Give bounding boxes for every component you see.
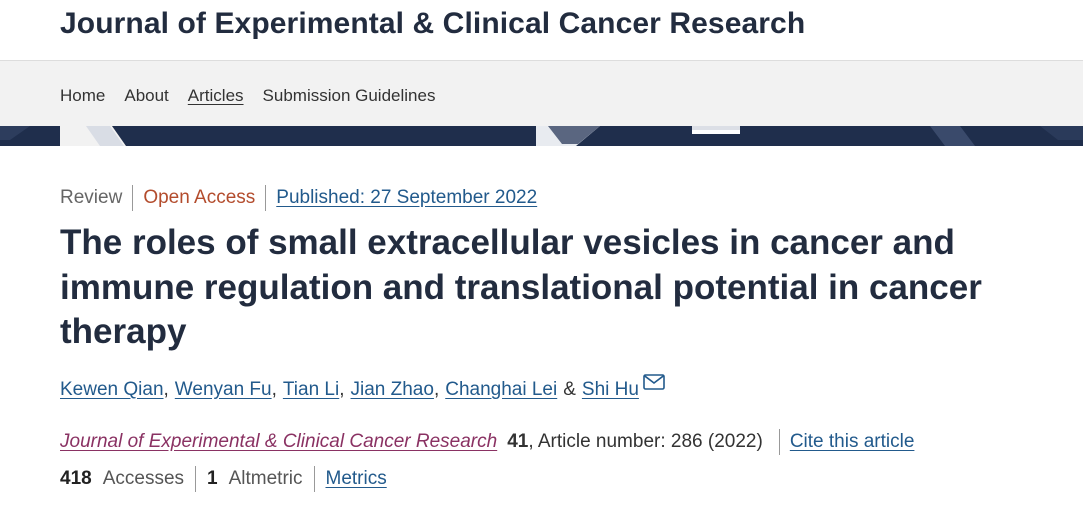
nav-item-articles: Articles xyxy=(188,86,263,106)
decorative-banner xyxy=(0,126,1083,146)
cite-this-article-link[interactable]: Cite this article xyxy=(789,431,915,452)
divider xyxy=(778,429,780,455)
nav-list: Home About Articles Submission Guideline… xyxy=(60,86,454,106)
nav-item-submission-guidelines: Submission Guidelines xyxy=(263,86,455,106)
nav-item-home: Home xyxy=(60,86,124,106)
author-separator: , xyxy=(339,379,345,400)
author-link[interactable]: Jian Zhao xyxy=(350,379,434,400)
citation-details: , Article number: 286 (2022) xyxy=(528,431,763,452)
article-type: Review xyxy=(60,187,123,208)
journal-title-link[interactable]: Journal of Experimental & Clinical Cance… xyxy=(60,7,806,40)
author-link[interactable]: Changhai Lei xyxy=(445,379,558,400)
author-link-corresponding[interactable]: Shi Hu xyxy=(581,379,639,400)
nav-link-articles[interactable]: Articles xyxy=(187,86,244,105)
citation-volume: 41 xyxy=(507,431,529,452)
article-title: The roles of small extracellular vesicle… xyxy=(60,223,982,351)
nav-link-submission-guidelines[interactable]: Submission Guidelines xyxy=(262,86,436,105)
published-date-link[interactable]: Published: 27 September 2022 xyxy=(276,187,538,208)
accesses-label: Accesses xyxy=(102,468,185,489)
accesses-count: 418 xyxy=(60,468,92,489)
author-link[interactable]: Tian Li xyxy=(282,379,340,400)
author-link[interactable]: Wenyan Fu xyxy=(174,379,272,400)
author-list: Kewen Qian, Wenyan Fu, Tian Li, Jian Zha… xyxy=(60,374,665,401)
citation-journal-link[interactable]: Journal of Experimental & Clinical Cance… xyxy=(60,431,498,452)
divider xyxy=(313,466,315,492)
nav-link-home[interactable]: Home xyxy=(60,86,106,105)
altmetric-count: 1 xyxy=(207,468,218,489)
metrics-row: 418 Accesses 1 Altmetric Metrics xyxy=(60,466,387,492)
nav-link-about[interactable]: About xyxy=(124,86,169,105)
nav-item-about: About xyxy=(124,86,187,106)
author-conjunction: & xyxy=(563,379,576,400)
mail-icon[interactable] xyxy=(643,374,665,396)
altmetric-label: Altmetric xyxy=(228,468,303,489)
divider xyxy=(195,466,197,492)
author-separator: , xyxy=(433,379,440,400)
author-separator: , xyxy=(271,379,277,400)
author-separator: , xyxy=(163,379,169,400)
metrics-link[interactable]: Metrics xyxy=(325,468,387,489)
author-link[interactable]: Kewen Qian xyxy=(60,379,164,400)
published-date-wrap: Published: 27 September 2022 xyxy=(265,185,547,211)
article-meta: Review Open Access Published: 27 Septemb… xyxy=(60,185,547,211)
open-access-badge: Open Access xyxy=(132,185,265,211)
main-nav: Home About Articles Submission Guideline… xyxy=(0,60,1083,126)
masthead: Journal of Experimental & Clinical Cance… xyxy=(0,0,1083,60)
citation-line: Journal of Experimental & Clinical Cance… xyxy=(60,429,914,455)
